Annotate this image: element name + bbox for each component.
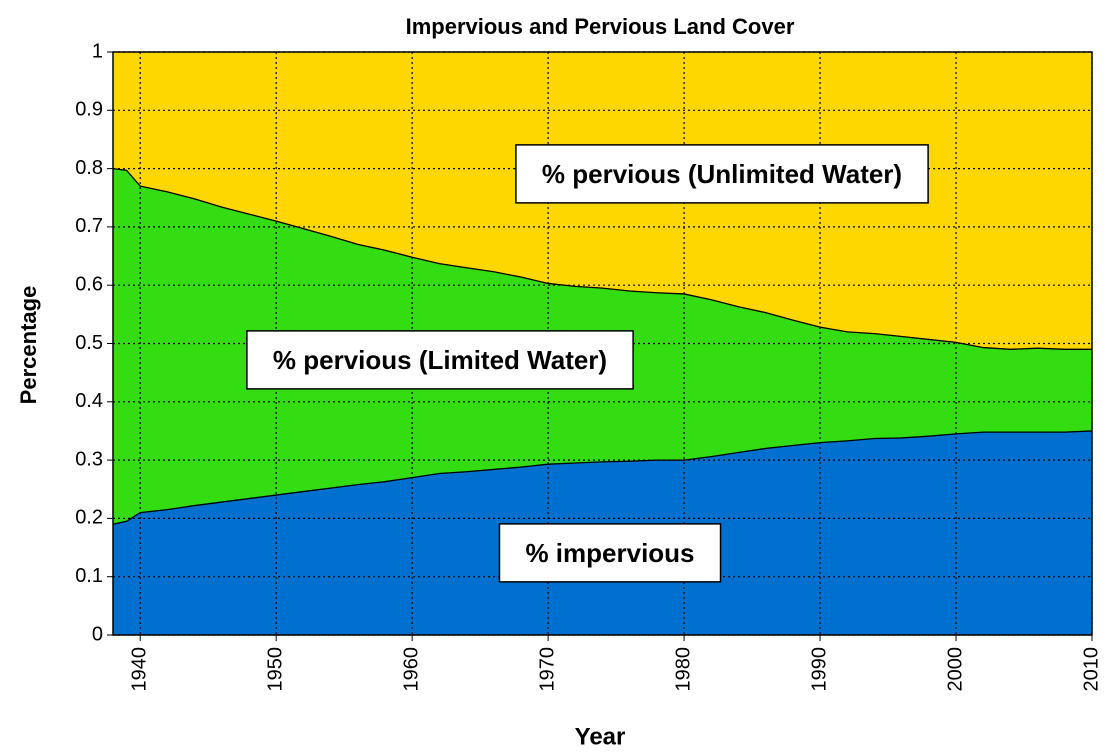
x-tick-label: 1990 [808, 647, 830, 692]
x-tick-label: 1970 [536, 647, 558, 692]
y-tick-label: 0.5 [75, 332, 103, 354]
x-tick-label: 1960 [400, 647, 422, 692]
y-tick-label: 0.2 [75, 507, 103, 529]
x-tick-label: 2000 [944, 647, 966, 692]
boundary-line [112, 167, 1092, 350]
y-tick-label: 0.4 [75, 390, 103, 412]
y-tick-label: 0 [92, 623, 103, 645]
plot-frame [112, 51, 1093, 636]
chart-title: Impervious and Pervious Land Cover [406, 14, 795, 39]
y-tick-label: 0.1 [75, 565, 103, 587]
x-axis-label: Year [575, 723, 626, 750]
y-tick-label: 1 [92, 40, 103, 62]
series-label-text: % pervious (Unlimited Water) [542, 159, 902, 189]
y-tick-label: 0.8 [75, 157, 103, 179]
label-box [515, 144, 929, 204]
y-tick-label: 0.7 [75, 215, 103, 237]
series-label: % pervious (Limited Water) [246, 330, 634, 390]
y-tick-label: 0.3 [75, 448, 103, 470]
x-tick-label: 2010 [1080, 647, 1102, 692]
label-box [498, 523, 722, 583]
x-tick-label: 1950 [264, 647, 286, 692]
series-label-text: % pervious (Limited Water) [273, 345, 607, 375]
x-tick-label: 1980 [672, 647, 694, 692]
y-tick-label: 0.6 [75, 273, 103, 295]
y-axis-label: Percentage [16, 286, 41, 405]
x-tick-label: 1940 [128, 647, 150, 692]
series-label-text: % impervious [525, 538, 694, 568]
label-box [246, 330, 634, 390]
series-label: % impervious [498, 523, 722, 583]
boundary-line [112, 430, 1093, 525]
series-label: % pervious (Unlimited Water) [515, 144, 929, 204]
y-tick-label: 0.9 [75, 99, 103, 121]
